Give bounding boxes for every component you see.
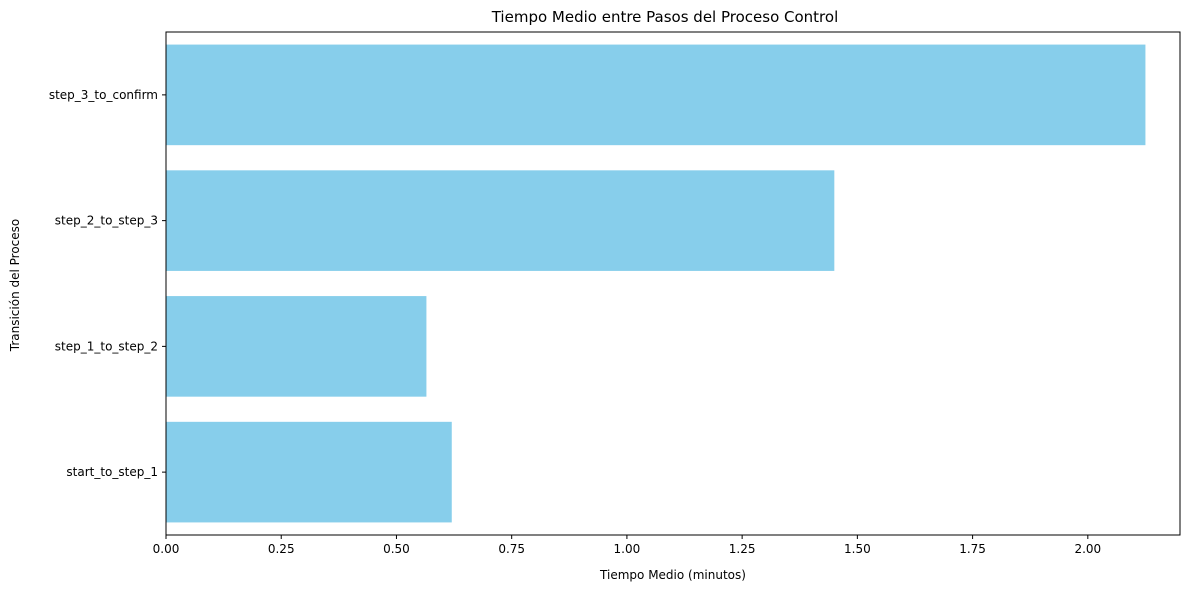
x-ticks-group: 0.00 0.25 0.50 0.75 1.00 1.25 1.50 1.75 2.00 [153,535,1101,556]
bar-step_2_to_step_3 [166,170,835,271]
bar-step_3_to_confirm [166,44,1146,146]
y-tick-label: step_1_to_step_2 [55,339,158,353]
x-tick-label: 0.75 [498,542,525,556]
plot-frame [165,31,1181,536]
x-tick-label: 0.25 [268,542,295,556]
x-tick-label: 1.75 [959,542,986,556]
y-tick-label: step_2_to_step_3 [55,214,158,228]
chart-title: Tiempo Medio entre Pasos del Proceso Con… [491,8,839,26]
y-ticks-group: start_to_step_1 step_1_to_step_2 step_2_to… [49,88,166,479]
x-tick-label: 1.00 [614,542,641,556]
bar-start_to_step_1 [166,421,452,523]
y-tick-label: start_to_step_1 [66,465,158,479]
y-axis-label: Transición del Proceso [8,219,22,353]
x-tick-label: 0.50 [383,542,410,556]
x-tick-label: 2.00 [1074,542,1101,556]
bar-step_1_to_step_2 [166,296,427,397]
bars-group [166,44,1146,523]
y-tick-label: step_3_to_confirm [49,88,158,102]
x-tick-label: 0.00 [153,542,180,556]
x-axis-label: Tiempo Medio (minutos) [599,568,746,582]
x-tick-label: 1.25 [729,542,756,556]
x-tick-label: 1.50 [844,542,871,556]
